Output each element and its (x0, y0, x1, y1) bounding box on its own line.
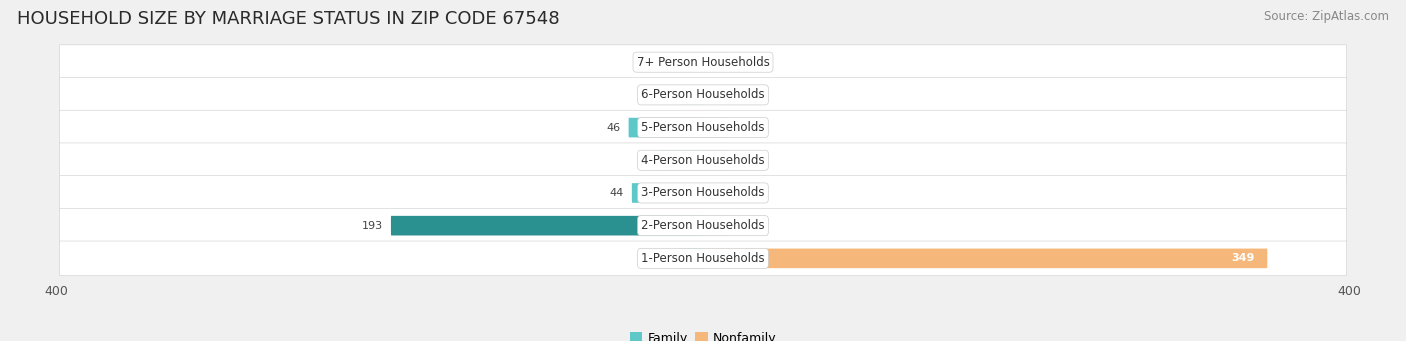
Text: 6-Person Households: 6-Person Households (641, 88, 765, 101)
Text: 0: 0 (735, 90, 742, 100)
Text: 0: 0 (735, 188, 742, 198)
FancyBboxPatch shape (703, 183, 727, 203)
FancyBboxPatch shape (59, 208, 1347, 243)
FancyBboxPatch shape (59, 143, 1347, 178)
FancyBboxPatch shape (628, 118, 703, 137)
Text: 4-Person Households: 4-Person Households (641, 154, 765, 167)
Text: 44: 44 (610, 188, 624, 198)
FancyBboxPatch shape (679, 249, 703, 268)
FancyBboxPatch shape (703, 216, 731, 236)
FancyBboxPatch shape (59, 45, 1347, 79)
FancyBboxPatch shape (703, 53, 727, 72)
Text: 3-Person Households: 3-Person Households (641, 187, 765, 199)
Text: 17: 17 (738, 221, 752, 231)
Text: 349: 349 (1232, 253, 1254, 263)
FancyBboxPatch shape (631, 183, 703, 203)
Text: HOUSEHOLD SIZE BY MARRIAGE STATUS IN ZIP CODE 67548: HOUSEHOLD SIZE BY MARRIAGE STATUS IN ZIP… (17, 10, 560, 28)
Text: 0: 0 (735, 122, 742, 133)
FancyBboxPatch shape (59, 110, 1347, 145)
Text: 2-Person Households: 2-Person Households (641, 219, 765, 232)
FancyBboxPatch shape (703, 118, 727, 137)
FancyBboxPatch shape (703, 85, 727, 105)
Text: 193: 193 (361, 221, 382, 231)
FancyBboxPatch shape (59, 241, 1347, 276)
Text: 1-Person Households: 1-Person Households (641, 252, 765, 265)
Text: 46: 46 (606, 122, 620, 133)
Text: Source: ZipAtlas.com: Source: ZipAtlas.com (1264, 10, 1389, 23)
FancyBboxPatch shape (703, 249, 1267, 268)
FancyBboxPatch shape (59, 77, 1347, 112)
Text: 0: 0 (664, 57, 671, 67)
Text: 5-Person Households: 5-Person Households (641, 121, 765, 134)
Text: 0: 0 (735, 155, 742, 165)
Text: 0: 0 (664, 90, 671, 100)
FancyBboxPatch shape (679, 85, 703, 105)
Text: 27: 27 (637, 155, 651, 165)
Text: 7+ Person Households: 7+ Person Households (637, 56, 769, 69)
FancyBboxPatch shape (679, 53, 703, 72)
Legend: Family, Nonfamily: Family, Nonfamily (624, 327, 782, 341)
FancyBboxPatch shape (59, 176, 1347, 210)
Text: 0: 0 (735, 57, 742, 67)
FancyBboxPatch shape (659, 150, 703, 170)
FancyBboxPatch shape (703, 150, 727, 170)
Text: 0: 0 (664, 253, 671, 263)
FancyBboxPatch shape (391, 216, 703, 236)
